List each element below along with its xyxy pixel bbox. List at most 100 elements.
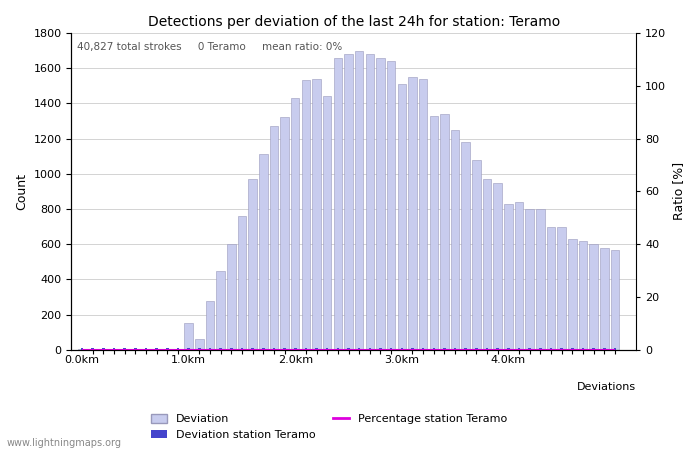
Y-axis label: Count: Count	[15, 173, 28, 210]
Bar	[315, 348, 318, 350]
Bar	[443, 348, 446, 350]
Text: 40,827 total strokes     0 Teramo     mean ratio: 0%: 40,827 total strokes 0 Teramo mean ratio…	[77, 42, 342, 53]
Bar	[188, 348, 190, 350]
Bar	[465, 348, 467, 350]
Bar	[184, 324, 193, 350]
Bar	[390, 348, 393, 350]
Bar	[568, 239, 577, 350]
Bar	[227, 244, 235, 350]
Bar	[494, 183, 502, 350]
Bar	[312, 79, 321, 350]
Text: Deviations: Deviations	[578, 382, 636, 392]
Bar	[475, 348, 477, 350]
Bar	[504, 204, 512, 350]
Bar	[216, 270, 225, 350]
Bar	[195, 339, 204, 350]
Bar	[238, 216, 246, 350]
Bar	[145, 348, 147, 350]
Y-axis label: Ratio [%]: Ratio [%]	[672, 162, 685, 220]
Bar	[262, 348, 265, 350]
Bar	[526, 209, 534, 350]
Bar	[486, 348, 489, 350]
Bar	[379, 348, 382, 350]
Bar	[248, 179, 257, 350]
Bar	[433, 348, 435, 350]
Bar	[411, 348, 414, 350]
Bar	[326, 348, 328, 350]
Bar	[209, 348, 211, 350]
Bar	[153, 349, 161, 350]
Bar	[514, 202, 524, 350]
Bar	[270, 126, 278, 350]
Bar	[614, 348, 616, 350]
Bar	[176, 348, 179, 350]
Bar	[80, 348, 83, 350]
Bar	[294, 348, 297, 350]
Bar	[496, 348, 499, 350]
Bar	[430, 116, 438, 350]
Bar	[88, 349, 97, 350]
Bar	[358, 348, 360, 350]
Bar	[337, 348, 339, 350]
Bar	[323, 96, 332, 350]
Bar	[304, 348, 307, 350]
Bar	[454, 348, 456, 350]
Bar	[440, 114, 449, 350]
Title: Detections per deviation of the last 24h for station: Teramo: Detections per deviation of the last 24h…	[148, 15, 560, 29]
Bar	[155, 348, 158, 350]
Bar	[451, 130, 459, 350]
Bar	[461, 142, 470, 350]
Bar	[582, 348, 584, 350]
Bar	[92, 348, 94, 350]
Bar	[102, 348, 105, 350]
Bar	[483, 179, 491, 350]
Bar	[166, 348, 169, 350]
Bar	[230, 348, 232, 350]
Bar	[120, 349, 129, 350]
Bar	[369, 348, 371, 350]
Text: www.lightningmaps.org: www.lightningmaps.org	[7, 438, 122, 448]
Bar	[206, 301, 214, 350]
Bar	[579, 241, 587, 350]
Bar	[589, 244, 598, 350]
Bar	[344, 54, 353, 350]
Bar	[163, 349, 172, 350]
Bar	[592, 348, 595, 350]
Bar	[174, 349, 182, 350]
Bar	[400, 348, 403, 350]
Bar	[272, 348, 275, 350]
Bar	[355, 50, 363, 350]
Bar	[387, 61, 395, 350]
Bar	[284, 348, 286, 350]
Bar	[376, 58, 385, 350]
Bar	[365, 54, 374, 350]
Bar	[241, 348, 243, 350]
Bar	[134, 348, 136, 350]
Bar	[419, 79, 428, 350]
Bar	[198, 348, 201, 350]
Bar	[78, 349, 86, 350]
Bar	[536, 209, 545, 350]
Bar	[291, 98, 300, 350]
Bar	[113, 348, 116, 350]
Bar	[259, 154, 267, 350]
Bar	[610, 250, 620, 350]
Bar	[547, 227, 555, 350]
Bar	[571, 348, 573, 350]
Bar	[123, 348, 126, 350]
Bar	[302, 81, 310, 350]
Bar	[347, 348, 350, 350]
Bar	[507, 348, 510, 350]
Bar	[334, 58, 342, 350]
Bar	[422, 348, 424, 350]
Bar	[528, 348, 531, 350]
Bar	[550, 348, 552, 350]
Bar	[600, 248, 608, 350]
Bar	[473, 160, 481, 350]
Legend: Deviation, Deviation station Teramo, Percentage station Teramo: Deviation, Deviation station Teramo, Per…	[148, 412, 510, 442]
Bar	[561, 348, 563, 350]
Bar	[408, 77, 416, 350]
Bar	[251, 348, 254, 350]
Bar	[539, 348, 542, 350]
Bar	[557, 227, 566, 350]
